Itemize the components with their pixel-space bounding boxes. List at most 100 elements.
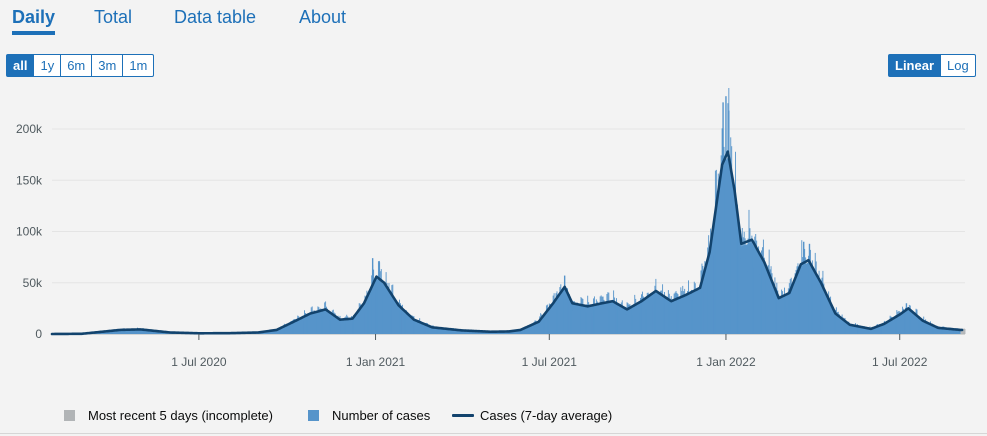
daily-cases-bar — [130, 328, 132, 334]
daily-cases-bar — [577, 310, 579, 334]
daily-cases-bar — [886, 325, 888, 334]
daily-cases-bar — [516, 330, 518, 334]
daily-cases-bar — [867, 329, 869, 334]
daily-cases-bar — [458, 329, 460, 334]
daily-cases-bar — [580, 297, 582, 334]
daily-cases-bar — [921, 324, 923, 334]
daily-cases-bar — [597, 306, 599, 334]
daily-cases-bar — [287, 324, 289, 334]
daily-cases-bar — [833, 315, 834, 334]
daily-cases-bar — [790, 277, 792, 334]
daily-cases-bar — [901, 317, 903, 334]
daily-cases-bar — [642, 296, 644, 334]
daily-cases-bar — [785, 302, 787, 334]
range-1y-button[interactable]: 1y — [33, 54, 62, 77]
daily-cases-bar — [773, 297, 775, 334]
daily-cases-bar — [622, 308, 624, 334]
daily-cases-bar — [862, 326, 864, 334]
tab-about[interactable]: About — [299, 7, 347, 27]
daily-cases-bar — [148, 331, 150, 334]
daily-cases-bar — [338, 317, 340, 334]
daily-cases-bar — [461, 329, 463, 334]
daily-cases-bar — [570, 310, 572, 334]
range-1m-button[interactable]: 1m — [122, 54, 155, 77]
daily-cases-bar — [948, 329, 950, 334]
daily-cases-bar — [477, 332, 479, 334]
daily-cases-bar — [942, 326, 944, 334]
daily-cases-bar — [736, 208, 737, 334]
daily-cases-bar — [893, 319, 895, 334]
daily-cases-bar — [719, 217, 721, 334]
daily-cases-bar — [136, 329, 137, 334]
daily-cases-bar — [634, 294, 636, 334]
daily-cases-bar — [891, 317, 893, 334]
daily-cases-bar — [559, 287, 561, 334]
daily-cases-bar — [714, 170, 716, 334]
range-all-button[interactable]: all — [6, 54, 35, 77]
daily-cases-bar — [593, 296, 595, 334]
daily-cases-bar — [827, 304, 829, 334]
daily-cases-bar — [906, 313, 908, 334]
daily-cases-bar — [612, 307, 614, 334]
daily-cases-bar — [549, 304, 551, 334]
daily-cases-bar — [519, 329, 520, 334]
daily-cases-bar — [330, 312, 332, 334]
range-6m-button[interactable]: 6m — [60, 54, 93, 77]
daily-cases-bar — [671, 309, 673, 334]
range-3m-button[interactable]: 3m — [91, 54, 124, 77]
daily-cases-bar — [325, 301, 327, 334]
scale-log-button[interactable]: Log — [940, 54, 976, 77]
daily-cases-bar — [841, 314, 843, 334]
daily-cases-bar — [717, 173, 719, 334]
tab-data-table[interactable]: Data table — [174, 7, 257, 27]
daily-cases-bar — [904, 310, 905, 334]
scale-linear-button[interactable]: Linear — [888, 54, 942, 77]
daily-cases-bar — [545, 305, 547, 334]
daily-cases-bar — [713, 213, 715, 334]
daily-cases-bar — [844, 317, 846, 334]
daily-cases-bar — [379, 271, 381, 334]
daily-cases-bar — [639, 313, 640, 334]
daily-cases-bar — [674, 292, 676, 334]
daily-cases-bar — [636, 306, 638, 334]
daily-cases-bar — [734, 188, 736, 334]
tab-total[interactable]: Total — [94, 7, 133, 27]
daily-cases-bar — [685, 300, 687, 334]
daily-cases-bar — [321, 309, 323, 334]
daily-cases-bar — [267, 331, 269, 334]
time-range-selector: all 1y 6m 3m 1m — [6, 54, 155, 77]
daily-cases-bar — [593, 298, 594, 334]
daily-cases-bar — [625, 314, 627, 334]
daily-cases-bar — [349, 321, 351, 334]
daily-cases-bar — [863, 326, 865, 334]
daily-cases-bar — [137, 329, 139, 334]
chart-legend: Most recent 5 days (incomplete) Number o… — [0, 408, 987, 428]
daily-cases-bar — [727, 103, 729, 334]
daily-cases-bar — [371, 258, 374, 334]
daily-cases-bar — [605, 308, 607, 334]
daily-cases-bar — [753, 267, 755, 334]
daily-cases-bar — [864, 328, 866, 334]
daily-cases-bar — [954, 331, 956, 334]
daily-cases-bar — [318, 307, 320, 334]
daily-cases-bar — [706, 278, 708, 334]
daily-cases-bar — [738, 235, 740, 334]
daily-cases-bar — [673, 293, 675, 334]
daily-cases-bar — [644, 302, 646, 334]
daily-cases-bar — [283, 323, 285, 334]
daily-cases-bar — [311, 306, 313, 334]
daily-cases-bar — [594, 303, 596, 334]
daily-cases-bar — [389, 298, 391, 334]
daily-cases-bar — [760, 285, 761, 334]
cases-area — [52, 157, 961, 334]
daily-cases-bar — [481, 331, 483, 334]
daily-cases-bar — [143, 328, 145, 334]
daily-cases-bar — [586, 304, 588, 334]
tab-daily[interactable]: Daily — [12, 7, 56, 27]
daily-cases-bar — [331, 310, 333, 334]
daily-cases-bar — [406, 313, 408, 334]
daily-cases-bar — [932, 324, 934, 334]
daily-cases-bar — [384, 282, 386, 334]
daily-cases-bar — [513, 330, 515, 334]
daily-cases-bar — [927, 325, 929, 334]
